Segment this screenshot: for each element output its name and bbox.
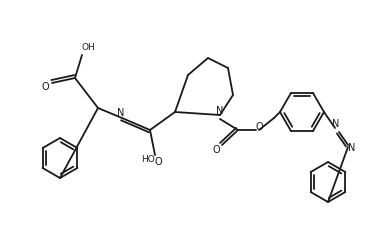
Text: N: N: [216, 106, 224, 116]
Text: HO: HO: [141, 155, 155, 164]
Text: N: N: [332, 119, 340, 129]
Text: OH: OH: [81, 43, 95, 52]
Text: O: O: [255, 122, 263, 132]
Text: O: O: [212, 145, 220, 155]
Text: N: N: [117, 108, 125, 118]
Text: O: O: [154, 157, 162, 167]
Text: O: O: [41, 82, 49, 92]
Text: N: N: [348, 143, 356, 153]
